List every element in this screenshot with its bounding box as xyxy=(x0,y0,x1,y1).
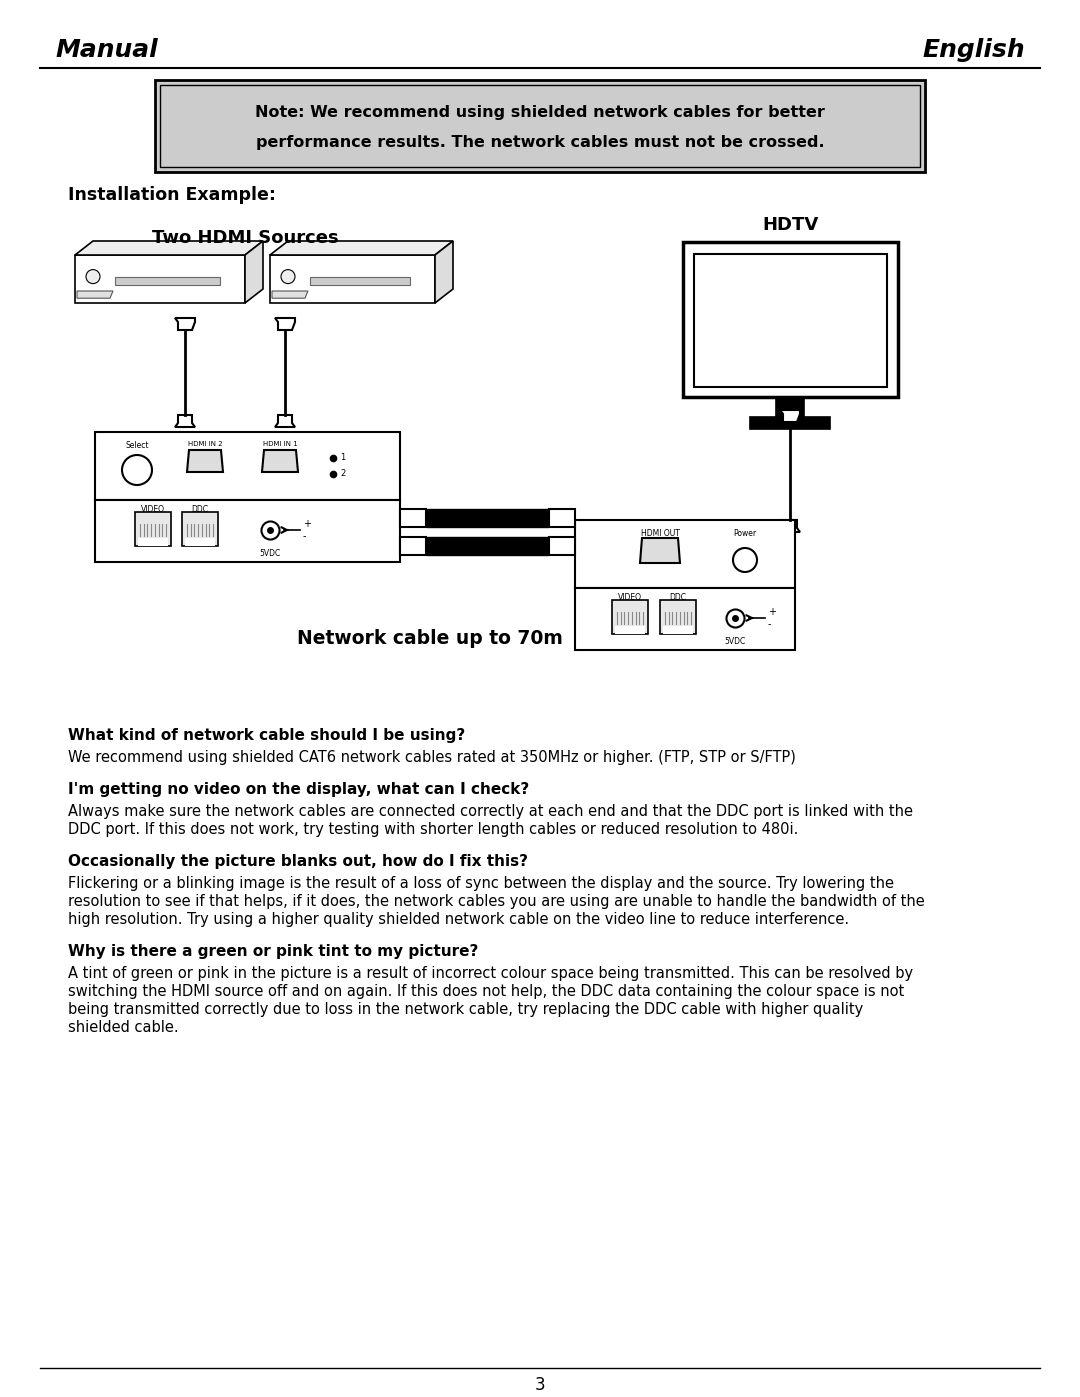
Text: HDMI IN 1: HDMI IN 1 xyxy=(262,441,297,447)
Bar xyxy=(138,538,168,546)
FancyBboxPatch shape xyxy=(683,242,897,397)
Text: 1: 1 xyxy=(340,454,346,462)
Text: resolution to see if that helps, if it does, the network cables you are using ar: resolution to see if that helps, if it d… xyxy=(68,894,924,909)
Text: Select: Select xyxy=(125,440,149,450)
Text: Two HDMI Sources: Two HDMI Sources xyxy=(151,229,338,247)
Bar xyxy=(114,278,220,285)
Bar xyxy=(777,397,804,416)
Text: Installation Example:: Installation Example: xyxy=(68,186,276,204)
Circle shape xyxy=(281,270,295,284)
Polygon shape xyxy=(272,291,308,298)
Text: DDC: DDC xyxy=(670,592,687,602)
Text: VIDEO: VIDEO xyxy=(618,592,642,602)
Bar xyxy=(575,520,795,588)
Text: A tint of green or pink in the picture is a result of incorrect colour space bei: A tint of green or pink in the picture i… xyxy=(68,965,913,981)
Circle shape xyxy=(733,548,757,571)
Polygon shape xyxy=(275,319,295,330)
Polygon shape xyxy=(175,319,195,330)
Text: Why is there a green or pink tint to my picture?: Why is there a green or pink tint to my … xyxy=(68,944,478,958)
Text: performance results. The network cables must not be crossed.: performance results. The network cables … xyxy=(256,134,824,149)
Bar xyxy=(270,256,435,303)
Bar xyxy=(160,85,920,168)
Text: HDMI IN 2: HDMI IN 2 xyxy=(188,441,222,447)
Bar xyxy=(750,416,831,429)
Text: shielded cable.: shielded cable. xyxy=(68,1020,178,1035)
Polygon shape xyxy=(75,242,264,256)
Bar xyxy=(400,536,426,555)
Text: DDC: DDC xyxy=(191,504,208,514)
Bar xyxy=(95,432,400,500)
Text: DDC port. If this does not work, try testing with shorter length cables or reduc: DDC port. If this does not work, try tes… xyxy=(68,821,798,837)
Text: -: - xyxy=(768,619,771,629)
Bar xyxy=(135,511,171,546)
Bar xyxy=(183,511,218,546)
Polygon shape xyxy=(175,415,195,427)
Bar xyxy=(575,588,795,650)
Bar xyxy=(95,500,400,562)
Text: Occasionally the picture blanks out, how do I fix this?: Occasionally the picture blanks out, how… xyxy=(68,854,528,869)
Bar xyxy=(549,509,575,527)
Polygon shape xyxy=(780,520,800,532)
Bar xyxy=(310,278,410,285)
Text: HDTV: HDTV xyxy=(761,217,819,235)
Text: -: - xyxy=(303,531,307,541)
Text: Network cable up to 70m: Network cable up to 70m xyxy=(297,629,563,647)
Text: Manual: Manual xyxy=(55,38,158,61)
Text: I'm getting no video on the display, what can I check?: I'm getting no video on the display, wha… xyxy=(68,782,529,798)
Text: We recommend using shielded CAT6 network cables rated at 350MHz or higher. (FTP,: We recommend using shielded CAT6 network… xyxy=(68,750,796,766)
Text: Power: Power xyxy=(733,528,757,538)
Bar xyxy=(612,599,648,634)
Text: high resolution. Try using a higher quality shielded network cable on the video : high resolution. Try using a higher qual… xyxy=(68,912,849,928)
Text: English: English xyxy=(922,38,1025,61)
Bar xyxy=(660,599,696,634)
Text: 5VDC: 5VDC xyxy=(725,637,745,647)
Text: HDMI OUT: HDMI OUT xyxy=(640,528,679,538)
Bar xyxy=(663,626,693,634)
Polygon shape xyxy=(270,242,453,256)
Circle shape xyxy=(122,455,152,485)
Text: What kind of network cable should I be using?: What kind of network cable should I be u… xyxy=(68,728,465,743)
Bar xyxy=(156,80,924,172)
Bar xyxy=(693,254,887,387)
Bar xyxy=(400,509,426,527)
Text: being transmitted correctly due to loss in the network cable, try replacing the : being transmitted correctly due to loss … xyxy=(68,1002,863,1017)
Polygon shape xyxy=(640,538,680,563)
Polygon shape xyxy=(77,291,113,298)
Text: 3: 3 xyxy=(535,1376,545,1394)
Circle shape xyxy=(86,270,100,284)
Text: switching the HDMI source off and on again. If this does not help, the DDC data : switching the HDMI source off and on aga… xyxy=(68,983,904,999)
Text: +: + xyxy=(768,608,777,617)
Text: 5VDC: 5VDC xyxy=(259,549,281,559)
Text: Always make sure the network cables are connected correctly at each end and that: Always make sure the network cables are … xyxy=(68,805,913,819)
Bar xyxy=(549,536,575,555)
Text: 2: 2 xyxy=(340,469,346,479)
Bar xyxy=(615,626,645,634)
Text: Flickering or a blinking image is the result of a loss of sync between the displ: Flickering or a blinking image is the re… xyxy=(68,876,894,891)
Polygon shape xyxy=(435,242,453,303)
Polygon shape xyxy=(262,450,298,472)
Polygon shape xyxy=(245,242,264,303)
Text: +: + xyxy=(303,520,311,529)
Polygon shape xyxy=(780,409,800,422)
Polygon shape xyxy=(275,415,295,427)
Polygon shape xyxy=(187,450,222,472)
Bar xyxy=(75,256,245,303)
Bar xyxy=(185,538,215,546)
Text: VIDEO: VIDEO xyxy=(141,504,165,514)
Text: Note: We recommend using shielded network cables for better: Note: We recommend using shielded networ… xyxy=(255,105,825,120)
